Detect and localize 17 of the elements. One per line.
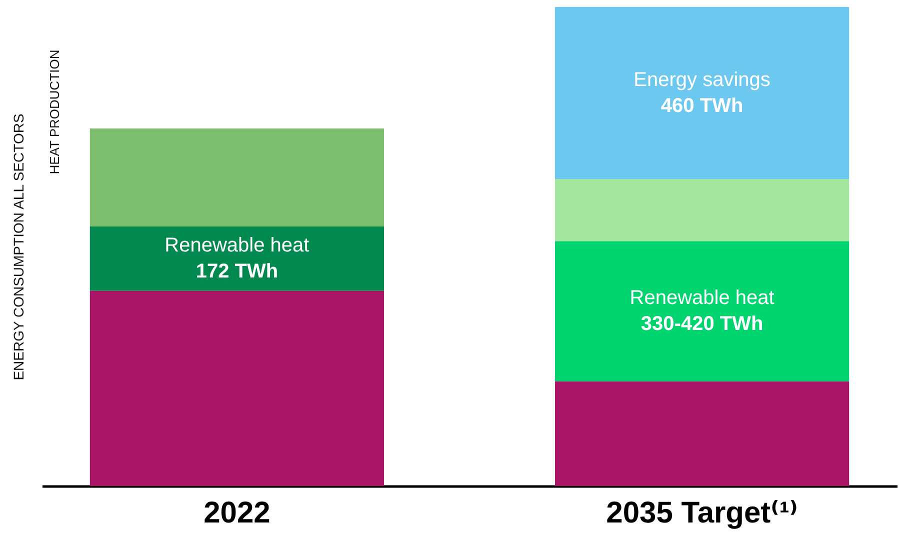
- bar: [555, 381, 850, 486]
- bar: [555, 179, 850, 242]
- y-axis-title: ENERGY CONSUMPTION ALL SECTORS: [10, 114, 26, 380]
- data-label: 460 TWh: [660, 95, 744, 118]
- series-label: Energy savings: [634, 69, 770, 92]
- text: Renewable heat: [630, 287, 774, 310]
- data-label: 172 TWh: [196, 260, 278, 283]
- x-tick-label: 2022: [204, 496, 270, 530]
- data-label: 330-420 TWh: [640, 313, 764, 336]
- bar: [555, 241, 850, 382]
- bar: [90, 226, 384, 291]
- bar: [90, 128, 384, 226]
- bar: [555, 7, 850, 180]
- annotation: HEAT PRODUCTION: [47, 50, 62, 174]
- x-tick-label: 2035 Target⁽¹⁾: [606, 496, 798, 530]
- series-label: Renewable heat: [164, 234, 310, 257]
- bar: [90, 290, 384, 486]
